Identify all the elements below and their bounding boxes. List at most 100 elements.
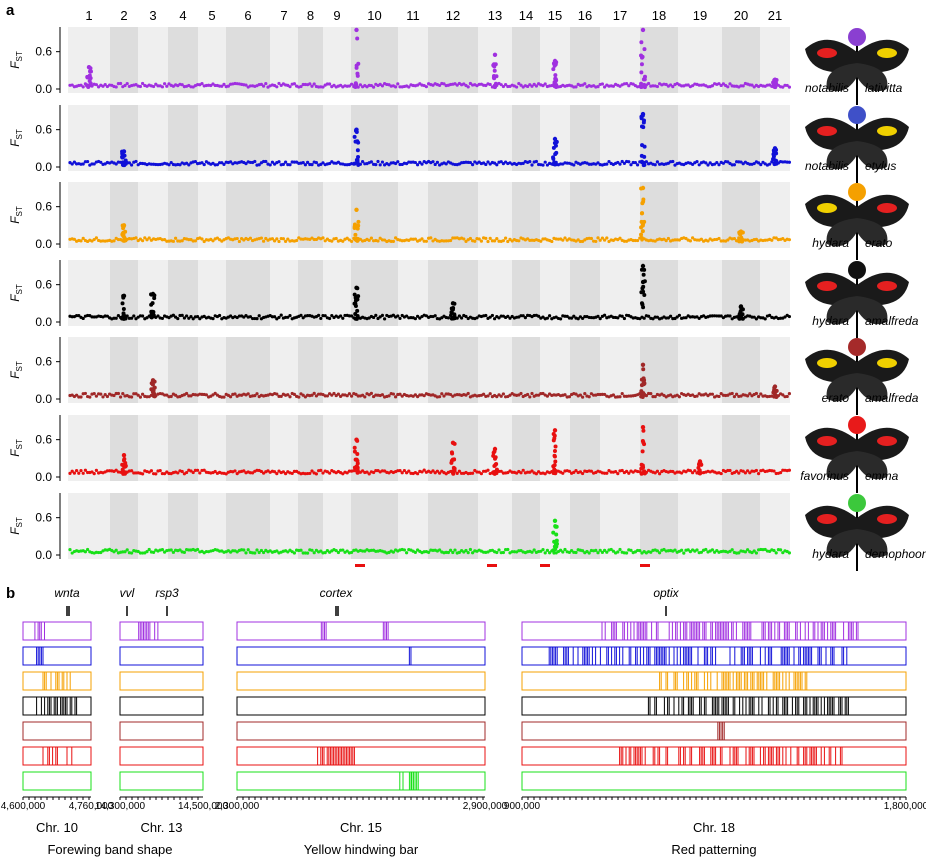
fst-point [94,83,98,87]
fst-point [561,550,565,554]
fst-point [699,550,704,554]
fst-point [145,316,149,320]
fst-point [222,162,226,167]
fst-point [468,160,472,165]
fst-point [772,384,778,389]
fst-point [728,314,732,318]
fst-point [757,394,761,399]
fst-point [79,395,83,399]
y-tick-label: 0.0 [35,82,52,96]
taxon-right-label: amalfreda [865,314,919,328]
fst-point [746,394,750,398]
fst-point [484,162,488,167]
fst-point [424,239,428,243]
chromosome-label: 21 [768,8,782,23]
fst-point [695,548,699,552]
fst-point [639,225,644,230]
y-tick-label: 0.0 [35,470,52,484]
fst-point [317,392,321,396]
fst-point [532,82,536,86]
fst-point [158,469,162,473]
fst-point [275,85,279,89]
fst-point [242,469,246,473]
fst-point [438,395,442,399]
fst-point [288,313,292,318]
fst-point [354,285,359,290]
fst-point [387,163,391,167]
fst-point [149,312,154,317]
fst-point [163,82,167,86]
fst-point [641,391,646,396]
fst-point [551,470,556,475]
fst-point [774,394,779,399]
chromosome-label: 1 [85,8,92,23]
fst-point [735,392,739,396]
fst-point [424,85,428,89]
chromosome-label: 6 [244,8,251,23]
fst-point [277,81,281,86]
chromosome-band [600,105,640,171]
fst-point [350,82,354,86]
region-track [521,621,907,641]
fst-point [433,471,437,475]
fst-point [86,85,91,90]
chromosome-band [478,105,512,171]
fst-point [561,238,565,242]
region-box [521,671,907,691]
chromosome-band [323,27,351,93]
fst-point [105,394,109,399]
right-wing-patch [877,436,897,446]
fst-point [629,548,633,552]
fst-point [658,551,662,555]
fst-point [552,449,557,454]
chromosome-band [428,105,478,171]
fst-point [141,314,145,318]
fst-point [609,547,613,552]
fst-point [405,314,409,318]
chromosome-band [600,27,640,93]
fst-point [738,229,744,234]
fst-point [554,532,559,537]
fst-point [551,464,556,469]
chromosome-band [570,182,600,248]
fst-point [640,395,645,400]
fst-point [484,83,488,88]
fst-point [545,316,550,320]
fst-point [627,471,631,475]
fst-point [94,468,98,472]
fst-point [605,162,609,166]
fst-point [369,391,373,396]
region-track [521,671,907,691]
fst-point [763,547,767,552]
fst-point [116,314,120,318]
fst-point [737,312,742,317]
fst-point [255,548,259,552]
fst-point [372,470,376,475]
fst-point [81,236,85,240]
left-hindwing [826,141,857,170]
fst-point [355,148,360,153]
fst-point [653,163,657,167]
chromosome-band [640,493,678,559]
fst-point [275,549,279,553]
fst-point [774,551,778,555]
fst-point [334,236,338,241]
fst-point [471,551,475,555]
fst-point [640,185,646,191]
fst-point [418,316,422,320]
chromosome-band [270,493,298,559]
fst-point [785,83,789,88]
fst-point [451,471,456,476]
fst-point [772,548,776,553]
fst-point [200,161,204,165]
fst-point [341,548,345,552]
fst-point [616,160,620,165]
chromosome-band [198,260,226,326]
fst-point [273,239,277,243]
fst-point [323,314,327,318]
fst-point [550,83,554,88]
fst-point [200,81,204,86]
region-end-label: 14,500,000 [178,801,228,812]
fst-point [112,393,116,398]
fst-point [284,472,288,476]
